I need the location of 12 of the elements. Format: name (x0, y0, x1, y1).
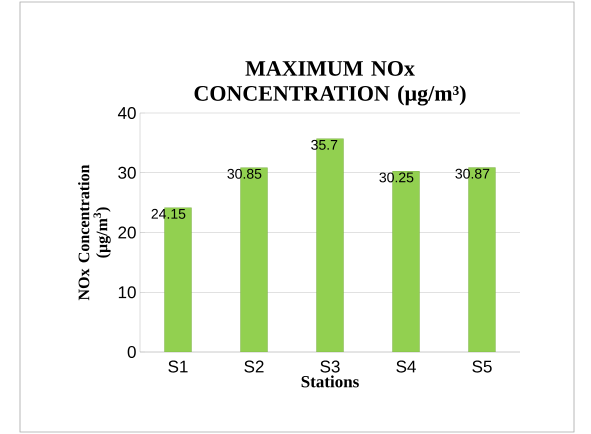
x-tick-label: S3 (320, 360, 340, 373)
y-tick-label: 30 (118, 166, 136, 179)
x-axis-title: Stations (302, 375, 359, 388)
x-tick-label: S4 (396, 360, 416, 373)
x-tick-label: S1 (168, 360, 188, 373)
y-tick-label: 0 (128, 346, 136, 358)
chart-title: MAXIMUM NOx CONCENTRATION (µg/m³) (194, 61, 466, 106)
x-tick-label: S2 (244, 360, 264, 373)
x-tick-label: S5 (472, 360, 492, 373)
y-tick-label: 10 (118, 286, 136, 298)
y-tick-label: 40 (118, 106, 136, 120)
y-tick-label: 20 (118, 226, 136, 239)
